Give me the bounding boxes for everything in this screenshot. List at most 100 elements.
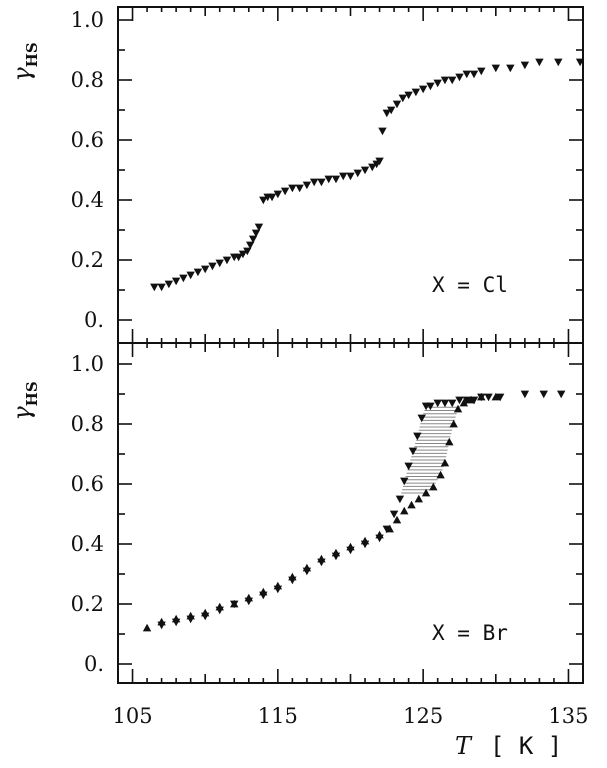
top-ytick-label: 0. <box>84 308 104 332</box>
bottom-data-point-triangle-down <box>331 552 341 561</box>
bottom-data-point-triangle-down <box>389 510 399 519</box>
top-data-point-triangle-down <box>353 169 362 178</box>
bottom-data-point-triangle-down <box>400 477 409 486</box>
top-y-axis-label: γHS <box>8 42 41 81</box>
top-data-point-triangle-down <box>575 58 585 67</box>
top-data-point-triangle-down <box>259 196 268 205</box>
top-data-point-triangle-down <box>491 64 501 73</box>
top-data-point-triangle-down <box>477 67 486 76</box>
bottom-data-point-triangle-down <box>346 546 355 555</box>
bottom-data-point-triangle-down <box>417 414 426 423</box>
bottom-data-point-triangle-down <box>413 432 422 441</box>
bottom-marks <box>142 390 566 632</box>
bottom-data-point-triangle-up <box>453 404 463 413</box>
top-data-point-triangle-down <box>267 193 277 202</box>
top-data-point-triangle-down <box>440 76 450 85</box>
top-data-point-triangle-down <box>382 109 392 118</box>
bottom-data-point-triangle-down <box>215 606 224 615</box>
top-data-point-triangle-down <box>520 61 530 70</box>
bottom-plot-frame <box>117 342 584 684</box>
bottom-data-point-triangle-down <box>273 585 283 594</box>
bottom-data-point-triangle-down <box>395 495 405 504</box>
bottom-y-axis-subscript: HS <box>23 381 41 406</box>
bottom-data-point-triangle-up <box>449 419 458 428</box>
bottom-data-point-triangle-up <box>459 398 469 407</box>
bottom-ytick-labels: 0. 0.2 0.4 0.6 0.8 1.0 <box>71 352 104 676</box>
bottom-ytick-label: 0.8 <box>71 412 104 436</box>
top-data-point-triangle-down <box>171 277 181 286</box>
top-data-point-triangle-down <box>248 235 258 244</box>
x-tick-label: 135 <box>548 704 588 728</box>
top-marks <box>150 58 585 292</box>
bottom-data-point-triangle-up <box>445 437 454 446</box>
bottom-data-point-triangle-down <box>539 390 548 399</box>
bottom-data-point-triangle-down <box>171 618 181 627</box>
bottom-data-point-triangle-down <box>440 399 450 408</box>
top-data-point-triangle-down <box>150 283 159 292</box>
top-data-point-triangle-down <box>200 265 210 274</box>
top-data-point-triangle-down <box>317 178 326 187</box>
x-axis-unit: [ K ] <box>490 732 562 760</box>
bottom-data-point-triangle-down <box>408 447 418 456</box>
bottom-data-point-triangle-down <box>302 567 312 576</box>
bottom-data-point-triangle-up <box>429 482 438 491</box>
bottom-y-axis-label: γHS <box>8 381 41 420</box>
top-data-point-triangle-down <box>157 283 166 292</box>
top-data-point-triangle-down <box>234 253 243 262</box>
bottom-data-point-triangle-down <box>288 576 297 585</box>
top-data-point-triangle-down <box>426 82 435 91</box>
top-ytick-label: 0.2 <box>71 248 104 272</box>
top-data-point-triangle-down <box>455 73 464 82</box>
top-data-point-triangle-down <box>243 247 252 256</box>
bottom-data-point-triangle-up <box>440 458 450 467</box>
top-data-point-triangle-down <box>375 157 384 166</box>
bottom-data-point-triangle-down <box>495 393 505 402</box>
top-data-point-triangle-down <box>309 178 319 187</box>
bottom-data-point-triangle-down <box>230 600 239 609</box>
top-data-point-triangle-down <box>360 166 370 175</box>
top-data-point-triangle-down <box>433 79 442 88</box>
panel-bottom: 0. 0.2 0.4 0.6 0.8 1.0 105 115 125 135 γHS X = B… <box>8 342 589 760</box>
bottom-data-point-triangle-down <box>360 540 370 549</box>
bottom-data-point-triangle-down <box>433 399 442 408</box>
top-data-point-triangle-down <box>339 172 348 181</box>
bottom-data-point-triangle-down <box>259 591 268 600</box>
bottom-data-point-triangle-down <box>157 621 166 630</box>
top-data-point-triangle-down <box>392 100 402 109</box>
bottom-data-point-triangle-down <box>200 612 210 621</box>
bottom-data-point-triangle-down <box>557 390 566 399</box>
bottom-data-point-triangle-up <box>400 506 409 515</box>
bottom-ytick-label: 0.2 <box>71 592 104 616</box>
bottom-data-point-triangle-down <box>382 525 392 534</box>
top-ytick-label: 0.8 <box>71 68 104 92</box>
top-data-point-triangle-down <box>469 70 479 79</box>
top-ticks <box>118 7 584 343</box>
top-data-point-triangle-down <box>254 223 264 232</box>
top-data-point-triangle-down <box>208 262 217 271</box>
bottom-ytick-label: 0.6 <box>71 472 104 496</box>
top-data-point-triangle-down <box>506 64 515 73</box>
hysteresis-hatching <box>401 406 460 494</box>
x-tick-label: 125 <box>403 704 443 728</box>
top-data-point-triangle-down <box>273 190 283 199</box>
x-axis-label: T <box>455 732 473 760</box>
top-data-point-triangle-down <box>251 229 261 238</box>
top-data-point-triangle-down <box>164 280 174 289</box>
bottom-data-point-triangle-down <box>469 396 479 405</box>
top-data-point-triangle-down <box>346 172 355 181</box>
bottom-ytick-label: 0.4 <box>71 532 104 556</box>
top-data-point-triangle-down <box>448 76 457 85</box>
bottom-data-point-triangle-up <box>407 500 416 509</box>
top-y-axis-symbol: γ <box>8 67 36 82</box>
bottom-data-point-triangle-up <box>436 470 445 479</box>
top-data-point-triangle-down <box>179 274 188 283</box>
top-data-point-triangle-down <box>418 85 428 94</box>
bottom-data-point-triangle-up <box>414 494 423 503</box>
bottom-data-point-triangle-down <box>455 396 464 405</box>
top-data-point-triangle-down <box>302 181 312 190</box>
top-data-point-triangle-down <box>324 175 333 184</box>
bottom-data-point-triangle-down <box>477 393 486 402</box>
bottom-data-point-triangle-down <box>484 393 493 402</box>
bottom-data-point-triangle-up <box>491 392 501 401</box>
